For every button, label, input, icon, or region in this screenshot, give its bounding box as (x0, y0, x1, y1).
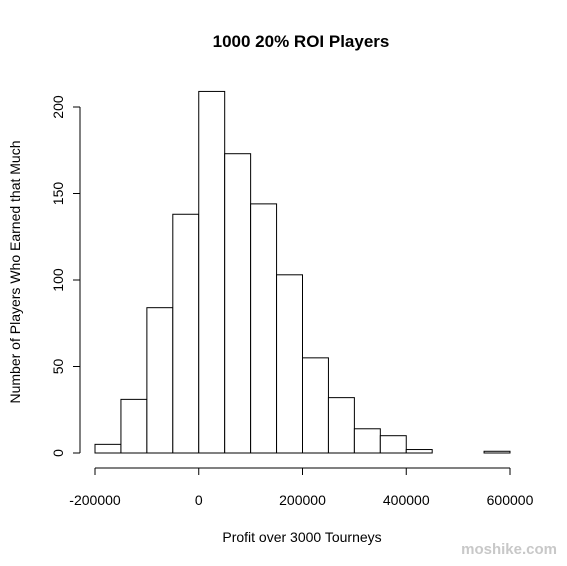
y-axis: 0 50 100 150 200 (50, 95, 81, 457)
histogram-bar-0 (94, 443, 122, 454)
histogram-bar-10 (353, 428, 381, 454)
histogram-bar-4 (198, 90, 226, 454)
y-tick-label: 100 (50, 268, 66, 292)
histogram-bar-1 (120, 398, 148, 454)
histogram-bar-9 (327, 397, 355, 454)
watermark: moshike.com (461, 541, 557, 558)
histogram-bar-7 (276, 274, 303, 454)
y-tick-label: 0 (50, 449, 66, 457)
x-tick-label: 200000 (279, 492, 326, 508)
x-tick-label: 400000 (383, 492, 430, 508)
histogram-bar-2 (146, 307, 174, 454)
x-tick-label: -200000 (69, 492, 121, 508)
histogram-bar-6 (250, 203, 278, 454)
y-tick-label: 50 (50, 359, 66, 375)
x-tick-label: 600000 (487, 492, 534, 508)
histogram-bar-15 (483, 450, 511, 454)
chart-title: 1000 20% ROI Players (213, 32, 390, 51)
y-axis-label: Number of Players Who Earned that Much (7, 140, 23, 403)
histogram-bar-11 (379, 435, 407, 454)
x-tick-label: 0 (195, 492, 203, 508)
histogram-bar-12 (405, 449, 433, 454)
histogram-bar-3 (172, 213, 200, 454)
x-axis: -200000 0 200000 400000 600000 (69, 467, 534, 508)
y-tick-label: 150 (50, 182, 66, 206)
y-tick-label: 200 (50, 95, 66, 119)
histogram-bar-8 (302, 357, 329, 454)
histogram-bar-5 (224, 153, 252, 454)
x-axis-label: Profit over 3000 Tourneys (222, 529, 381, 545)
bars-group (94, 90, 511, 454)
